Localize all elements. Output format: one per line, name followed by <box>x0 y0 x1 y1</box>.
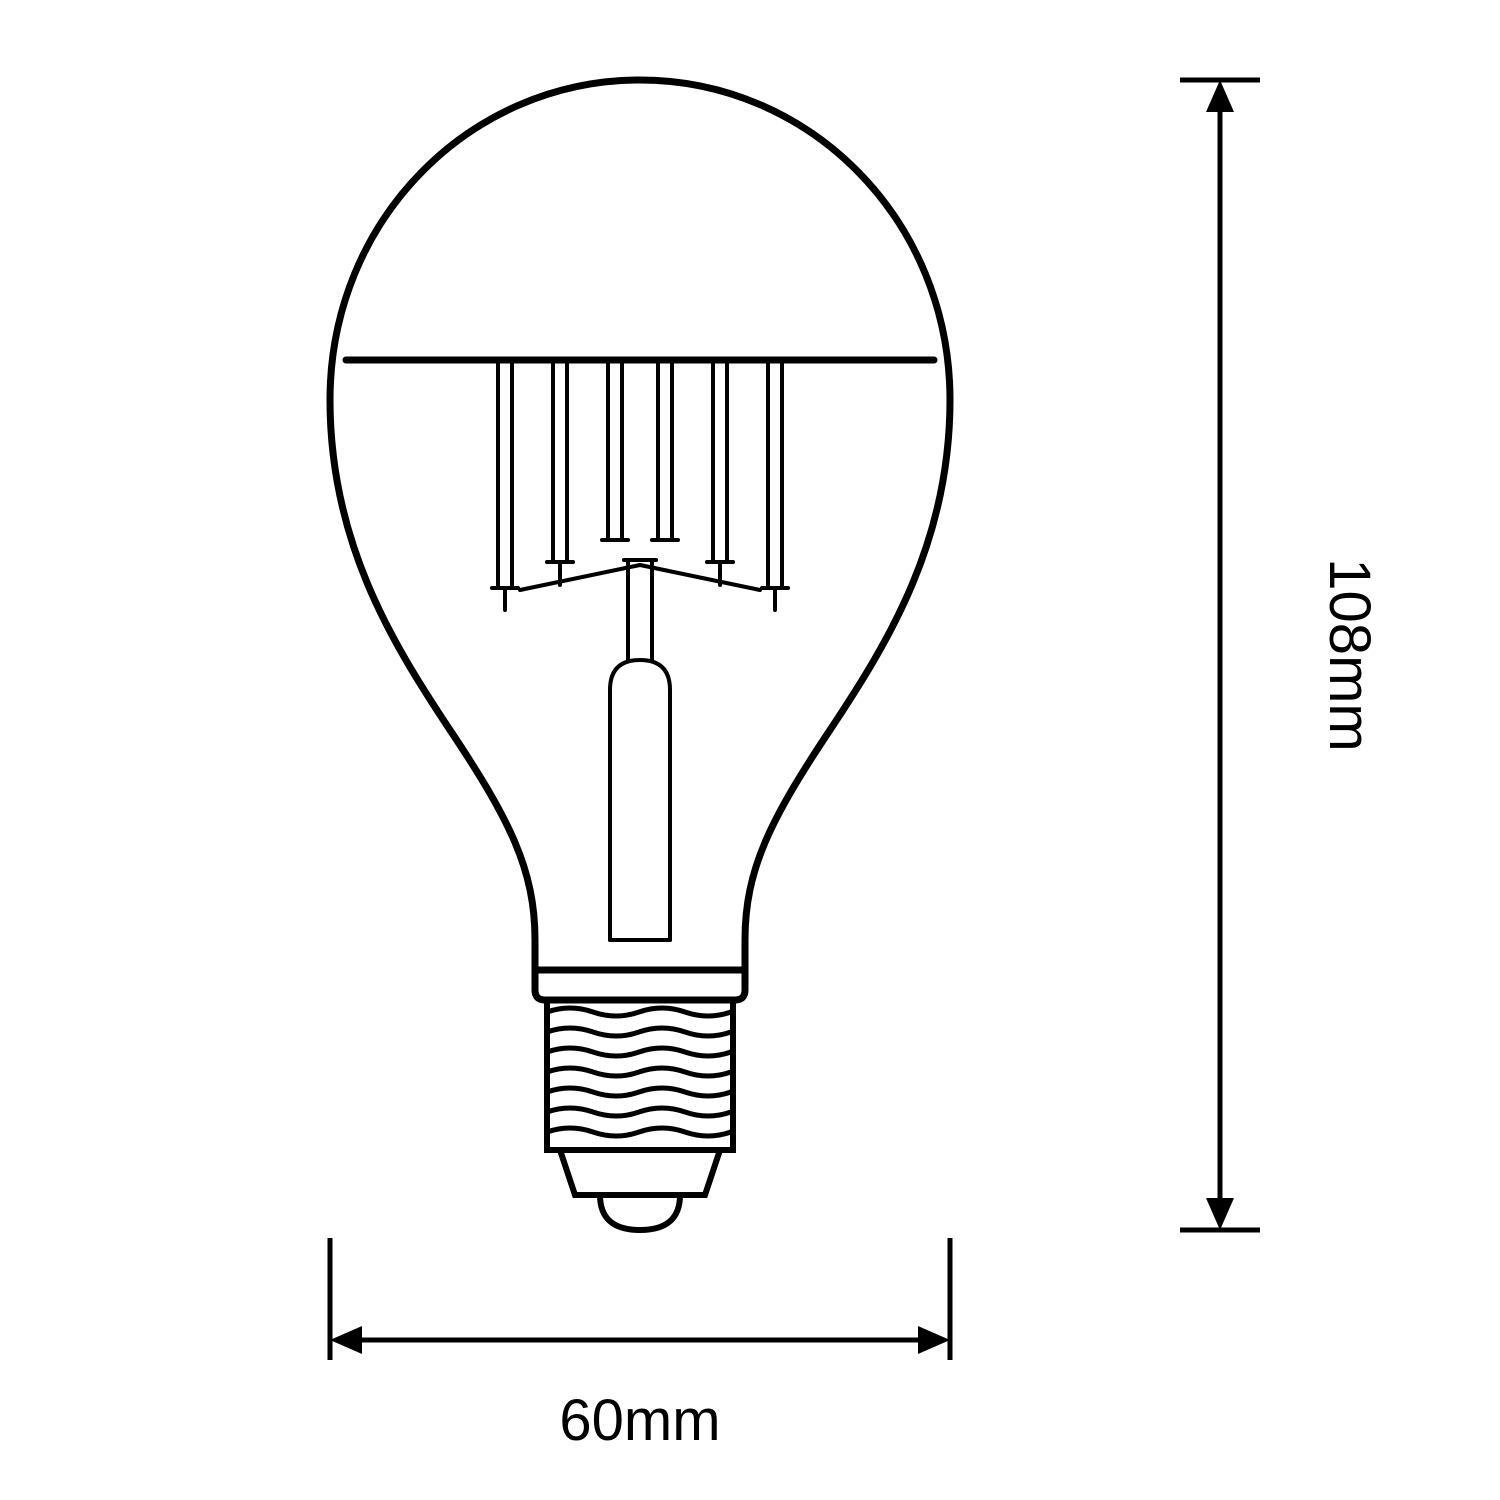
width-label: 60mm <box>559 1388 720 1453</box>
height-dimension <box>1180 80 1260 1230</box>
bulb-outline <box>330 80 950 1000</box>
height-label: 108mm <box>1317 558 1382 751</box>
screw-base <box>547 1000 733 1230</box>
bulb-dimension-diagram: 60mm 108mm <box>0 0 1500 1500</box>
width-dimension <box>330 1238 950 1360</box>
filaments <box>492 362 788 940</box>
